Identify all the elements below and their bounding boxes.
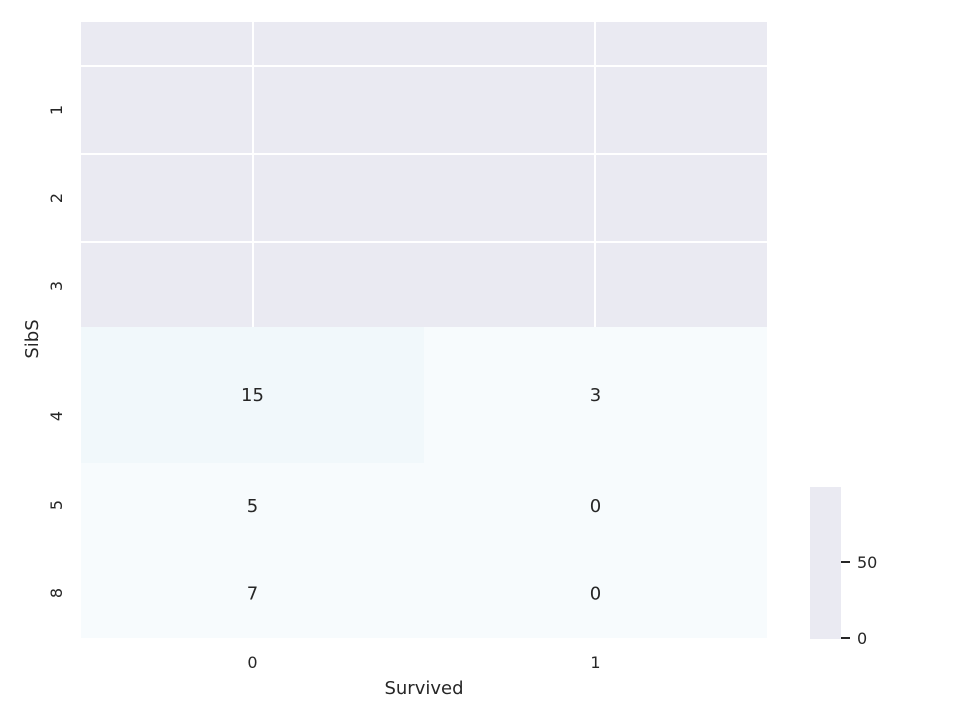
x-tick-label-1: 1: [590, 653, 600, 672]
heatmap-cell-labels: 15 3 5 0 7 0: [241, 385, 601, 605]
heatmap-axes: 15 3 5 0 7 0: [81, 22, 767, 638]
heatmap-cell-label-r2-c1: 0: [590, 584, 601, 605]
y-tick-label-2: 2: [47, 193, 66, 203]
y-tick-label-1: 1: [47, 105, 66, 115]
y-tick-label-4: 4: [47, 411, 66, 421]
heatmap-cell-label-r1-c0: 5: [247, 496, 258, 517]
y-tick-label-3: 3: [47, 281, 66, 291]
colorbar-tick-label-0: 0: [857, 629, 867, 648]
heatmap-cell-label-r1-c1: 0: [590, 496, 601, 517]
grid-lines: [81, 22, 767, 327]
x-axis-label: Survived: [384, 678, 463, 699]
heatmap-cell-r1-c1: [424, 463, 767, 549]
heatmap-cell-r2-c1: [424, 549, 767, 638]
colorbar-ticks: 0 50: [841, 553, 877, 648]
heatmap-cell-label-r0-c1: 3: [590, 385, 601, 406]
y-tick-labels: 1 2 3 4 5 8: [47, 105, 66, 598]
y-tick-label-5: 5: [47, 500, 66, 510]
heatmap-cells: [81, 327, 767, 638]
heatmap-cell-r0-c0: [81, 327, 424, 463]
colorbar-tick-label-1: 50: [857, 553, 877, 572]
heatmap-cell-r1-c0: [81, 463, 424, 549]
heatmap-cell-r0-c1: [424, 327, 767, 463]
heatmap-cell-label-r2-c0: 7: [247, 584, 258, 605]
x-tick-label-0: 0: [247, 653, 257, 672]
heatmap-cell-label-r0-c0: 15: [241, 385, 264, 406]
y-tick-label-8: 8: [47, 588, 66, 598]
colorbar: 0 50: [810, 487, 877, 648]
heatmap-cell-r2-c0: [81, 549, 424, 638]
colorbar-bar: [810, 487, 841, 639]
y-axis-label: SibS: [22, 319, 43, 358]
